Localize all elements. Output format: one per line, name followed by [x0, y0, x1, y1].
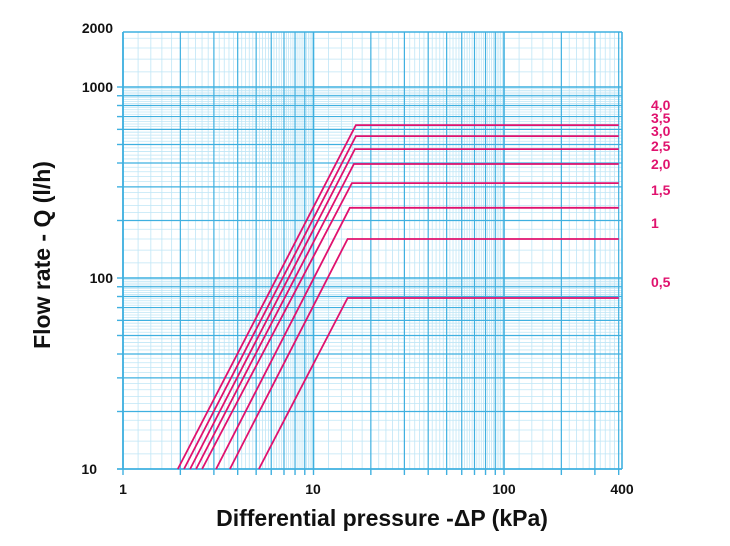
series-label: 2,0 — [651, 156, 671, 172]
series-line — [229, 238, 619, 470]
x-tick-label: 100 — [492, 481, 516, 497]
axis-ticks — [117, 86, 620, 475]
y-tick-label: 2000 — [82, 20, 113, 36]
x-axis-title: Differential pressure -ΔP (kPa) — [216, 505, 548, 531]
series-lines — [177, 124, 619, 470]
y-tick-label: 100 — [90, 270, 114, 286]
series-line — [177, 124, 619, 470]
x-tick-label: 1 — [119, 481, 127, 497]
series-line — [215, 206, 619, 470]
x-tick-label: 400 — [610, 481, 634, 497]
series-label: 0,5 — [651, 274, 671, 290]
x-tick-label: 10 — [305, 481, 321, 497]
grid-major — [117, 31, 623, 470]
series-line — [258, 297, 619, 470]
grid-minor — [123, 32, 622, 469]
y-axis-title: Flow rate - Q (l/h) — [29, 161, 55, 349]
y-tick-label: 1000 — [82, 79, 113, 95]
series-label: 2,5 — [651, 138, 671, 154]
series-label: 3,0 — [651, 123, 671, 139]
series-label: 1,5 — [651, 182, 671, 198]
series-line — [201, 182, 619, 470]
y-tick-label: 10 — [81, 461, 97, 477]
series-line — [183, 135, 619, 470]
series-labels: 4,03,53,02,5 2,0 1,5 1 0,5 — [651, 97, 671, 290]
series-line — [189, 148, 619, 470]
series-label: 3,5 — [651, 110, 671, 126]
series-line — [195, 163, 619, 470]
series-label: 4,0 — [651, 97, 671, 113]
series-label: 1 — [651, 215, 659, 231]
